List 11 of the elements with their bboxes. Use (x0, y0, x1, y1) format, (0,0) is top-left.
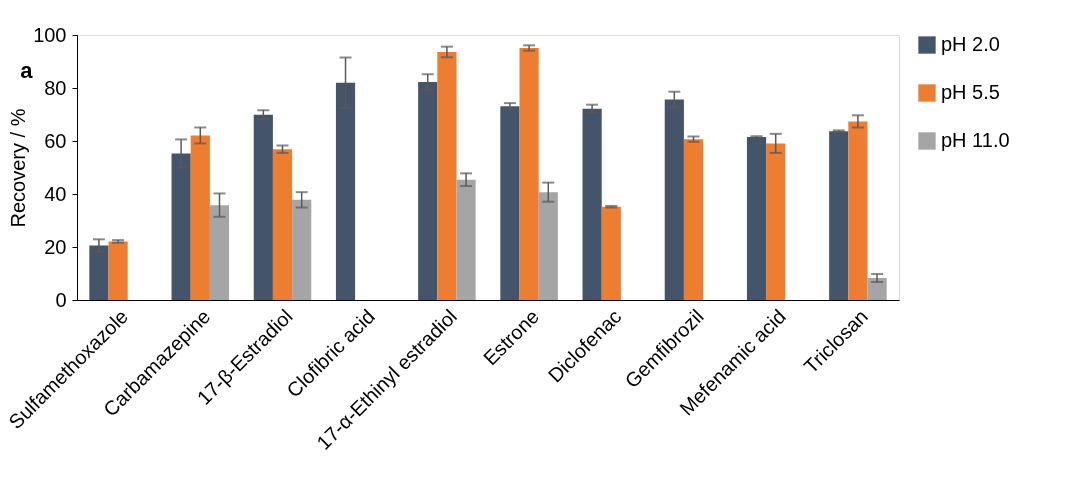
y-tick-label: 40 (44, 182, 67, 205)
y-axis-title: Recovery / % (7, 108, 30, 228)
text: a (20, 58, 34, 83)
y-tick-label: 80 (44, 76, 67, 99)
y-tick-label: 20 (44, 235, 67, 258)
y-tick-label: 0 (55, 288, 67, 311)
legend-label: pH 5.5 (941, 81, 1000, 103)
legend-label: pH 11.0 (941, 129, 1010, 151)
y-tick-label: 60 (44, 129, 67, 152)
y-tick-label: 100 (33, 23, 67, 46)
legend-label: pH 2.0 (941, 33, 1000, 55)
